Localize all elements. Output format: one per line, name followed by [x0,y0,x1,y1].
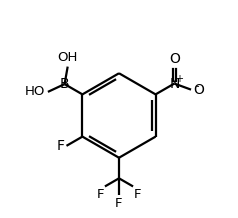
Text: HO: HO [24,85,45,98]
Text: F: F [134,188,142,201]
Text: F: F [115,197,123,210]
Text: +: + [175,74,183,84]
Text: B: B [60,77,69,91]
Text: OH: OH [58,51,78,64]
Text: N: N [169,77,179,90]
Text: -: - [196,81,199,91]
Text: O: O [169,52,180,66]
Text: F: F [56,139,64,153]
Text: O: O [193,83,204,97]
Text: F: F [96,188,104,201]
